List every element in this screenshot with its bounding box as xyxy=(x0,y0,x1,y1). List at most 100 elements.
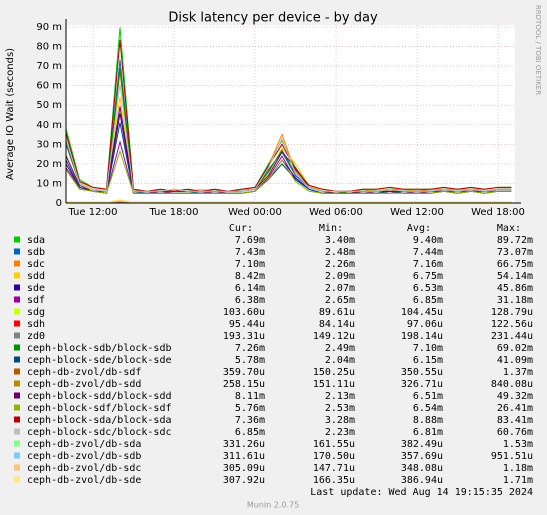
legend-label: sdf xyxy=(27,295,45,306)
footer: Munin 2.0.75 xyxy=(247,501,299,510)
legend-stat: 31.18m xyxy=(497,295,533,306)
legend-label: ceph-block-sdb/block-sdb xyxy=(27,343,172,354)
legend-stat: 104.45u xyxy=(401,307,443,318)
y-tick-label: 0 xyxy=(56,198,62,209)
legend-stat: 6.53m xyxy=(413,283,443,294)
legend-swatch xyxy=(14,476,20,483)
legend-stat: 1.37m xyxy=(503,367,533,378)
legend-stat: 149.12u xyxy=(313,331,355,342)
legend-stat: 49.32m xyxy=(497,391,533,402)
legend-stat: 26.41m xyxy=(497,403,533,414)
legend-header: Min: xyxy=(319,223,343,234)
legend-stat: 326.71u xyxy=(401,379,443,390)
x-tick-label: Wed 06:00 xyxy=(309,207,363,218)
legend-label: ceph-block-sdd/block-sdd xyxy=(27,391,172,402)
legend-stat: 166.35u xyxy=(313,475,355,486)
legend-label: sde xyxy=(27,283,45,294)
legend-stat: 2.04m xyxy=(325,355,355,366)
legend-stat: 951.51u xyxy=(491,451,533,462)
legend-stat: 6.85m xyxy=(413,295,443,306)
legend-stat: 6.38m xyxy=(235,295,265,306)
legend-swatch xyxy=(14,296,20,303)
x-tick-label: Tue 18:00 xyxy=(148,207,198,218)
legend-stat: 357.69u xyxy=(401,451,443,462)
legend-stat: 66.75m xyxy=(497,259,533,270)
legend-swatch xyxy=(14,428,20,435)
legend-stat: 9.40m xyxy=(413,235,443,246)
legend-stat: 6.81m xyxy=(413,427,443,438)
legend-stat: 386.94u xyxy=(401,475,443,486)
legend-stat: 7.16m xyxy=(413,259,443,270)
legend-stat: 89.61u xyxy=(319,307,355,318)
legend-stat: 7.36m xyxy=(235,415,265,426)
legend-stat: 95.44u xyxy=(229,319,265,330)
legend-stat: 5.76m xyxy=(235,403,265,414)
legend-label: ceph-block-sda/block-sda xyxy=(27,415,172,426)
legend-stat: 2.48m xyxy=(325,247,355,258)
legend-stat: 193.31u xyxy=(223,331,265,342)
legend-stat: 1.18m xyxy=(503,463,533,474)
legend-stat: 382.49u xyxy=(401,439,443,450)
legend-stat: 7.26m xyxy=(235,343,265,354)
legend-stat: 6.75m xyxy=(413,271,443,282)
legend-stat: 6.54m xyxy=(413,403,443,414)
legend-swatch xyxy=(14,380,20,387)
legend-swatch xyxy=(14,404,20,411)
legend-stat: 2.49m xyxy=(325,343,355,354)
legend-swatch xyxy=(14,236,20,243)
legend-label: ceph-db-zvol/db-sdc xyxy=(27,463,141,474)
legend-stat: 1.53m xyxy=(503,439,533,450)
legend-label: sdd xyxy=(27,271,45,282)
legend-stat: 60.76m xyxy=(497,427,533,438)
legend-stat: 2.09m xyxy=(325,271,355,282)
legend-stat: 350.55u xyxy=(401,367,443,378)
legend-stat: 359.70u xyxy=(223,367,265,378)
x-tick-label: Tue 12:00 xyxy=(67,207,117,218)
legend-stat: 3.40m xyxy=(325,235,355,246)
legend-stat: 6.51m xyxy=(413,391,443,402)
legend-swatch xyxy=(14,452,20,459)
legend-stat: 84.14u xyxy=(319,319,355,330)
watermark: RRDTOOL / TOBI OETIKER xyxy=(534,5,542,95)
legend-stat: 2.26m xyxy=(325,259,355,270)
x-tick-label: Wed 00:00 xyxy=(228,207,282,218)
legend-label: ceph-block-sdf/block-sdf xyxy=(27,403,172,414)
legend-swatch xyxy=(14,368,20,375)
legend-stat: 103.60u xyxy=(223,307,265,318)
y-tick-label: 40 m xyxy=(36,120,62,131)
legend-stat: 231.44u xyxy=(491,331,533,342)
legend-stat: 6.85m xyxy=(235,427,265,438)
legend-swatch xyxy=(14,392,20,399)
legend-swatch xyxy=(14,356,20,363)
legend-stat: 170.50u xyxy=(313,451,355,462)
legend-stat: 69.02m xyxy=(497,343,533,354)
legend-label: sdg xyxy=(27,307,45,318)
legend-stat: 128.79u xyxy=(491,307,533,318)
legend-stat: 348.08u xyxy=(401,463,443,474)
legend-swatch xyxy=(14,464,20,471)
legend-label: sda xyxy=(27,235,45,246)
legend-stat: 258.15u xyxy=(223,379,265,390)
legend-label: zd0 xyxy=(27,331,45,342)
legend-swatch xyxy=(14,320,20,327)
legend-stat: 41.09m xyxy=(497,355,533,366)
legend-stat: 45.86m xyxy=(497,283,533,294)
y-tick-label: 60 m xyxy=(36,81,62,92)
legend-stat: 305.09u xyxy=(223,463,265,474)
legend-label: ceph-db-zvol/db-sdd xyxy=(27,379,141,390)
legend-swatch xyxy=(14,416,20,423)
legend-header: Max: xyxy=(497,223,521,234)
legend-stat: 2.13m xyxy=(325,391,355,402)
legend-label: ceph-db-zvol/db-sda xyxy=(27,439,141,450)
legend-stat: 6.14m xyxy=(235,283,265,294)
y-tick-label: 90 m xyxy=(36,22,62,33)
legend-label: sdc xyxy=(27,259,45,270)
legend-stat: 2.65m xyxy=(325,295,355,306)
y-axis-label: Average IO Wait (seconds) xyxy=(5,48,16,180)
legend-swatch xyxy=(14,308,20,315)
series-line xyxy=(65,84,512,192)
series-line xyxy=(66,199,512,203)
y-tick-label: 30 m xyxy=(36,139,62,150)
legend-stat: 97.06u xyxy=(407,319,443,330)
legend-stat: 7.10m xyxy=(235,259,265,270)
